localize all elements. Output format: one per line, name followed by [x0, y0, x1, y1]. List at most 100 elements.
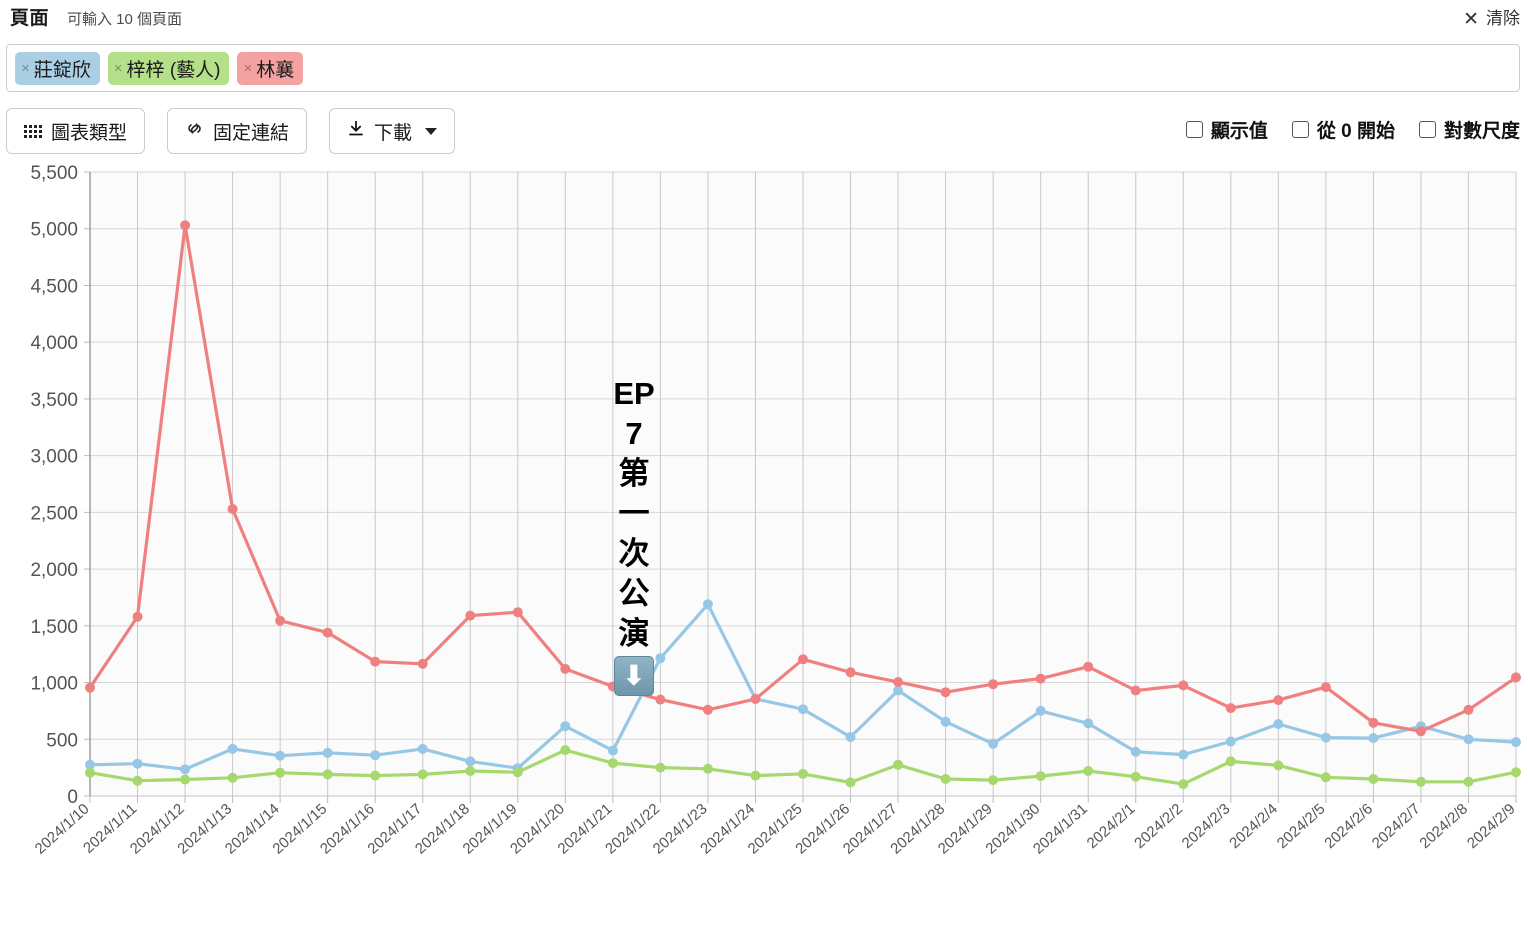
data-point[interactable] [227, 772, 238, 783]
data-point[interactable] [798, 768, 808, 779]
data-point[interactable] [940, 774, 951, 784]
data-point[interactable] [988, 775, 999, 786]
data-point[interactable] [275, 750, 286, 761]
data-point[interactable] [1320, 682, 1331, 693]
data-point[interactable] [132, 758, 143, 769]
data-point[interactable] [1415, 776, 1426, 787]
token-remove-icon[interactable]: × [113, 59, 123, 77]
data-point[interactable] [180, 774, 191, 785]
data-point[interactable] [560, 745, 571, 756]
data-point[interactable] [893, 759, 904, 770]
data-point[interactable] [750, 770, 761, 781]
data-point[interactable] [845, 667, 856, 678]
data-point[interactable] [465, 610, 476, 621]
data-point[interactable] [1463, 734, 1474, 745]
data-point[interactable] [1368, 733, 1379, 744]
data-point[interactable] [417, 743, 428, 754]
permalink-button[interactable]: 固定連結 [167, 108, 308, 154]
data-point[interactable] [655, 762, 666, 773]
data-point[interactable] [1035, 673, 1046, 684]
data-point[interactable] [1083, 718, 1094, 729]
checkbox-start-from-zero[interactable]: 從 0 開始 [1291, 116, 1395, 143]
data-point[interactable] [1415, 726, 1426, 737]
data-point[interactable] [1225, 756, 1236, 767]
data-point[interactable] [1083, 661, 1094, 672]
page-token-input[interactable]: × 莊錠欣 × 梓梓 (藝人) × 林襄 [6, 44, 1520, 92]
data-point[interactable] [750, 694, 761, 704]
data-point[interactable] [465, 756, 476, 767]
data-point[interactable] [370, 770, 381, 781]
data-point[interactable] [275, 767, 286, 778]
data-point[interactable] [845, 777, 856, 788]
data-point[interactable] [940, 716, 951, 727]
data-point[interactable] [798, 704, 808, 715]
data-point[interactable] [417, 658, 428, 669]
data-point[interactable] [1178, 680, 1189, 691]
data-point[interactable] [417, 769, 428, 780]
data-point[interactable] [1035, 771, 1046, 782]
token-item[interactable]: × 莊錠欣 [15, 51, 100, 85]
checkbox-box[interactable] [1291, 120, 1309, 138]
data-point[interactable] [132, 775, 143, 786]
data-point[interactable] [1368, 774, 1379, 784]
data-point[interactable] [1511, 767, 1521, 778]
data-point[interactable] [322, 769, 333, 780]
token-item[interactable]: × 林襄 [237, 51, 304, 85]
trend-line-chart[interactable]: 0 500 1,000 1,500 2,000 2,500 3,000 3,500 4,000 4… [0, 164, 1528, 904]
data-point[interactable] [1463, 704, 1474, 715]
data-point[interactable] [180, 220, 191, 231]
data-point[interactable] [1320, 772, 1331, 783]
data-point[interactable] [1273, 695, 1284, 706]
data-point[interactable] [512, 607, 523, 618]
data-point[interactable] [1225, 703, 1236, 714]
checkbox-box[interactable] [1185, 120, 1203, 138]
data-point[interactable] [1130, 746, 1141, 757]
data-point[interactable] [1035, 705, 1046, 716]
data-point[interactable] [85, 682, 95, 693]
data-point[interactable] [702, 763, 713, 774]
data-point[interactable] [655, 653, 666, 664]
data-point[interactable] [1273, 760, 1284, 771]
token-remove-icon[interactable]: × [243, 59, 253, 77]
data-point[interactable] [275, 615, 286, 626]
down-arrow-icon[interactable]: ⬇ [614, 656, 654, 696]
data-point[interactable] [512, 767, 523, 778]
data-point[interactable] [893, 685, 904, 696]
data-point[interactable] [1463, 776, 1474, 787]
data-point[interactable] [1511, 672, 1521, 683]
data-point[interactable] [1130, 685, 1141, 696]
data-point[interactable] [1130, 771, 1141, 782]
data-point[interactable] [370, 656, 381, 667]
data-point[interactable] [560, 721, 571, 732]
data-point[interactable] [560, 663, 571, 674]
chart-type-button[interactable]: 圖表類型 [6, 108, 146, 154]
data-point[interactable] [702, 704, 713, 715]
data-point[interactable] [227, 743, 238, 754]
data-point[interactable] [227, 504, 238, 514]
checkbox-log-scale[interactable]: 對數尺度 [1418, 116, 1520, 143]
data-point[interactable] [85, 767, 95, 778]
data-point[interactable] [1083, 766, 1094, 776]
clear-button[interactable]: ✕ 清除 [1463, 8, 1520, 30]
token-remove-icon[interactable]: × [21, 59, 30, 77]
data-point[interactable] [1225, 736, 1236, 747]
data-point[interactable] [465, 766, 476, 776]
data-point[interactable] [1273, 719, 1284, 729]
data-point[interactable] [1511, 737, 1521, 748]
data-point[interactable] [845, 732, 856, 742]
data-point[interactable] [893, 677, 904, 687]
data-point[interactable] [1178, 749, 1189, 760]
data-point[interactable] [988, 738, 999, 749]
data-point[interactable] [607, 758, 618, 769]
data-point[interactable] [85, 759, 95, 770]
token-item[interactable]: × 梓梓 (藝人) [107, 51, 230, 85]
data-point[interactable] [702, 599, 713, 610]
data-point[interactable] [988, 679, 999, 690]
event-annotation[interactable]: EP 7 第 一 次 公 演 ⬇ [608, 374, 660, 696]
data-point[interactable] [370, 750, 381, 761]
checkbox-show-values[interactable]: 顯示值 [1185, 116, 1268, 143]
data-point[interactable] [798, 654, 808, 665]
data-point[interactable] [1368, 717, 1379, 728]
data-point[interactable] [655, 694, 666, 705]
data-point[interactable] [1178, 779, 1189, 790]
